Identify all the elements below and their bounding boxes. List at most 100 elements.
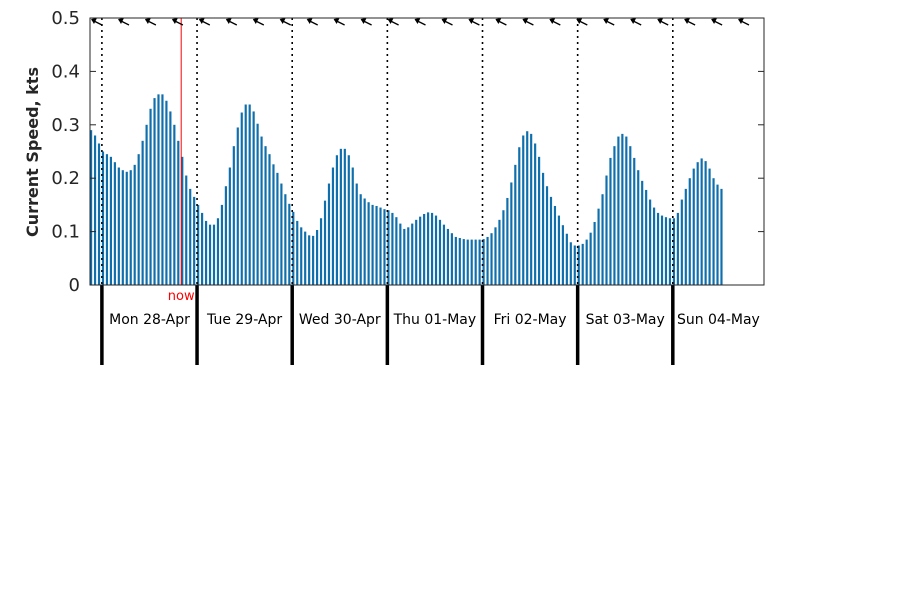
bar: [93, 135, 97, 285]
bar: [339, 148, 342, 285]
bar: [367, 202, 370, 285]
y-tick-label: 0.5: [51, 8, 80, 29]
bar: [256, 123, 259, 285]
day-label: Fri 02-May: [494, 312, 567, 328]
current-direction-arrow-icon: [495, 18, 507, 26]
bar: [208, 224, 212, 285]
day-label: Tue 29-Apr: [206, 312, 282, 328]
bar: [90, 130, 93, 285]
bar: [561, 225, 564, 285]
bar: [712, 178, 715, 285]
bar: [149, 108, 152, 285]
bar: [514, 164, 517, 285]
bar: [161, 94, 164, 285]
bar: [585, 239, 588, 285]
y-tick-label: 0.2: [51, 168, 80, 189]
bar: [565, 233, 568, 285]
bar: [637, 170, 640, 285]
current-direction-arrow-icon: [441, 18, 453, 26]
bar: [498, 219, 501, 285]
current-direction-arrow-icon: [630, 18, 642, 26]
bar: [466, 239, 469, 285]
bar: [280, 183, 283, 285]
bar: [359, 194, 362, 285]
current-direction-arrow-icon: [549, 18, 561, 26]
bar: [157, 94, 160, 285]
bar: [216, 218, 220, 285]
bar: [613, 146, 616, 285]
bar: [165, 100, 168, 286]
day-dividers: [100, 18, 675, 365]
bar: [557, 215, 561, 285]
bar: [434, 215, 438, 285]
bar: [323, 200, 327, 285]
bar: [708, 168, 711, 285]
current-direction-arrow-icon: [279, 18, 291, 26]
bar: [363, 198, 366, 285]
bar: [355, 183, 358, 285]
bar: [319, 218, 323, 285]
day-label: Thu 01-May: [393, 312, 477, 328]
bar: [676, 212, 679, 285]
current-direction-arrow-icon: [198, 18, 211, 26]
bar: [549, 196, 553, 285]
bar: [704, 161, 707, 285]
bar: [450, 233, 453, 285]
bar: [272, 164, 275, 285]
bar-series: [90, 94, 723, 286]
bar: [121, 170, 124, 285]
y-axis-label: Current Speed, kts: [23, 67, 42, 237]
bar: [641, 180, 644, 285]
bar: [224, 186, 227, 285]
bar: [684, 188, 687, 285]
bar: [153, 98, 156, 285]
bar: [692, 168, 695, 285]
bar: [454, 236, 457, 285]
bar: [177, 140, 180, 285]
bar: [197, 204, 200, 285]
bar: [240, 112, 243, 286]
bar: [145, 124, 148, 285]
bar: [645, 189, 648, 285]
bar: [260, 136, 263, 285]
bar: [292, 211, 295, 285]
bar: [680, 199, 683, 285]
bar: [573, 245, 576, 285]
bar: [649, 199, 652, 285]
bar: [534, 143, 537, 285]
bar: [458, 238, 461, 285]
current-direction-arrow-icon: [414, 18, 426, 26]
bar: [664, 217, 668, 285]
bar: [538, 156, 541, 285]
bar: [601, 194, 604, 285]
day-label: Sun 04-May: [677, 312, 760, 328]
bar: [672, 218, 675, 285]
bar: [423, 213, 426, 285]
bar: [411, 223, 414, 285]
bar: [399, 223, 402, 285]
bar: [129, 170, 132, 285]
y-tick-label: 0.4: [51, 61, 80, 82]
y-tick-label: 0.3: [51, 115, 80, 136]
bar: [252, 111, 255, 285]
bar: [133, 164, 136, 285]
bar: [185, 175, 188, 285]
bar: [502, 210, 505, 285]
bar: [351, 167, 354, 285]
bar: [474, 239, 477, 285]
bar: [117, 167, 120, 285]
direction-arrows: [91, 18, 750, 26]
bar: [621, 133, 624, 285]
bar: [312, 235, 315, 285]
bar: [494, 227, 497, 285]
bar: [688, 178, 691, 285]
bar: [427, 212, 430, 285]
bar: [383, 209, 386, 285]
bar: [660, 215, 664, 285]
day-labels: Mon 28-Apr Tue 29-Apr Wed 30-Apr Thu 01-May…: [109, 312, 760, 328]
bar: [395, 217, 398, 285]
bar: [419, 216, 422, 285]
bar: [569, 242, 572, 285]
bar: [720, 188, 723, 285]
